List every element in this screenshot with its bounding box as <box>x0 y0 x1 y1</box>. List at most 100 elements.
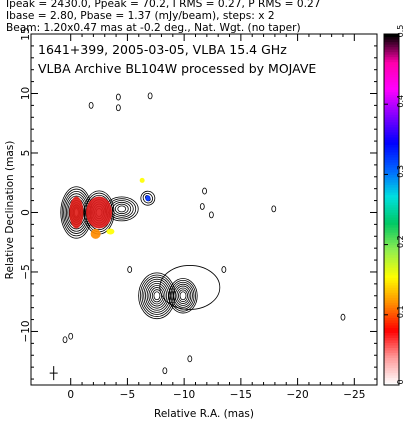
colorbar-band <box>384 184 399 188</box>
y-tick-label: −5 <box>20 264 32 279</box>
colorbar: 0 0.1 0.2 0.3 0.4 0.5 <box>383 25 405 386</box>
colorbar-band <box>384 94 399 98</box>
noise-contour <box>199 203 205 210</box>
y-axis-label: Relative Declination (mas) <box>4 141 16 280</box>
colorbar-band <box>384 344 399 348</box>
colorbar-band <box>384 89 399 93</box>
colorbar-band <box>384 189 399 193</box>
colorbar-band <box>384 214 399 218</box>
colorbar-band <box>384 342 399 346</box>
colorbar-band <box>384 269 399 273</box>
colorbar-band <box>384 254 399 258</box>
colorbar-band <box>384 196 399 201</box>
colorbar-band <box>384 76 399 80</box>
colorbar-band <box>384 186 399 191</box>
south-contour-b <box>179 291 187 301</box>
colorbar-band <box>384 44 399 48</box>
colorbar-band <box>384 56 399 60</box>
colorbar-band <box>384 364 399 369</box>
colorbar-band <box>384 242 399 246</box>
colorbar-band <box>384 234 399 238</box>
y-tick-label: 0 <box>20 209 32 216</box>
colorbar-band <box>384 334 399 338</box>
colorbar-band <box>384 262 399 266</box>
noise-contour <box>127 266 133 273</box>
noise-contour <box>202 187 207 195</box>
colorbar-band <box>384 277 399 281</box>
colorbar-band <box>384 99 399 103</box>
colorbar-band <box>384 174 399 178</box>
colorbar-band <box>384 156 399 160</box>
colorbar-band <box>384 41 399 45</box>
noise-contour <box>271 205 277 213</box>
x-tick-label: −20 <box>287 389 309 401</box>
colorbar-band <box>384 272 399 276</box>
colorbar-band <box>384 249 399 253</box>
colorbar-band <box>384 169 399 173</box>
colorbar-band <box>384 284 399 288</box>
colorbar-band <box>384 319 399 323</box>
colorbar-band <box>384 252 399 256</box>
colorbar-band <box>384 259 399 263</box>
colorbar-band <box>384 194 399 198</box>
colorbar-tick-label: 0.1 <box>396 305 405 318</box>
header-line-2: Ibase = 2.80, Pbase = 1.37 (mJy/beam), s… <box>6 10 275 22</box>
colorbar-band <box>384 339 399 343</box>
colorbar-band <box>384 219 399 223</box>
colorbar-band <box>384 349 399 354</box>
x-axis-label: Relative R.A. (mas) <box>154 408 254 420</box>
colorbar-band <box>384 39 399 43</box>
south-contour-a <box>146 282 168 309</box>
header-line-1: Ipeak = 2430.0, Ppeak = 70.2, I RMS = 0.… <box>6 0 321 10</box>
y-tick-label: 5 <box>20 150 32 157</box>
colorbar-band <box>384 264 399 268</box>
colorbar-band <box>384 51 399 55</box>
jet-pol-fill <box>86 196 113 229</box>
noise-contour <box>340 313 346 321</box>
colorbar-band <box>384 144 399 148</box>
colorbar-band <box>384 101 399 105</box>
colorbar-band <box>384 199 399 203</box>
colorbar-band <box>384 382 399 386</box>
colorbar-band <box>384 104 399 108</box>
colorbar-band <box>384 217 399 221</box>
colorbar-band <box>384 106 399 110</box>
y-tick-label: 15 <box>20 27 32 40</box>
colorbar-band <box>384 377 399 381</box>
colorbar-band <box>384 181 399 186</box>
noise-contour <box>68 332 74 340</box>
colorbar-band <box>384 267 399 271</box>
colorbar-band <box>384 111 399 115</box>
jet-tip-contour <box>142 192 153 204</box>
colorbar-band <box>384 287 399 291</box>
colorbar-band <box>384 116 399 120</box>
colorbar-band <box>384 171 399 175</box>
colorbar-band <box>384 61 399 65</box>
colorbar-band <box>384 312 399 316</box>
colorbar-band <box>384 224 399 228</box>
colorbar-band <box>384 36 399 40</box>
colorbar-band <box>384 359 399 364</box>
colorbar-band <box>384 66 399 70</box>
colorbar-band <box>384 46 399 50</box>
x-tick-label: −15 <box>230 389 252 401</box>
jet-tip-contour <box>140 190 156 206</box>
colorbar-tick-label: 0 <box>396 379 405 384</box>
colorbar-band <box>384 119 399 123</box>
jet-outer-contour <box>112 201 132 216</box>
colorbar-band <box>384 114 399 118</box>
colorbar-band <box>384 201 399 206</box>
jet-outer-contour <box>117 205 127 213</box>
colorbar-band <box>384 96 399 100</box>
colorbar-band <box>384 164 399 168</box>
colorbar-tick-label: 0.5 <box>396 25 405 38</box>
colorbar-band <box>384 206 399 211</box>
south-contour-b <box>168 278 198 314</box>
colorbar-band <box>384 332 399 336</box>
colorbar-band <box>384 79 399 83</box>
colorbar-band <box>384 59 399 63</box>
colorbar-band <box>384 84 399 88</box>
header-line-3: Beam: 1.20x0.47 mas at -0.2 deg., Nat. W… <box>6 22 301 34</box>
colorbar-band <box>384 362 399 366</box>
colorbar-band <box>384 309 399 313</box>
